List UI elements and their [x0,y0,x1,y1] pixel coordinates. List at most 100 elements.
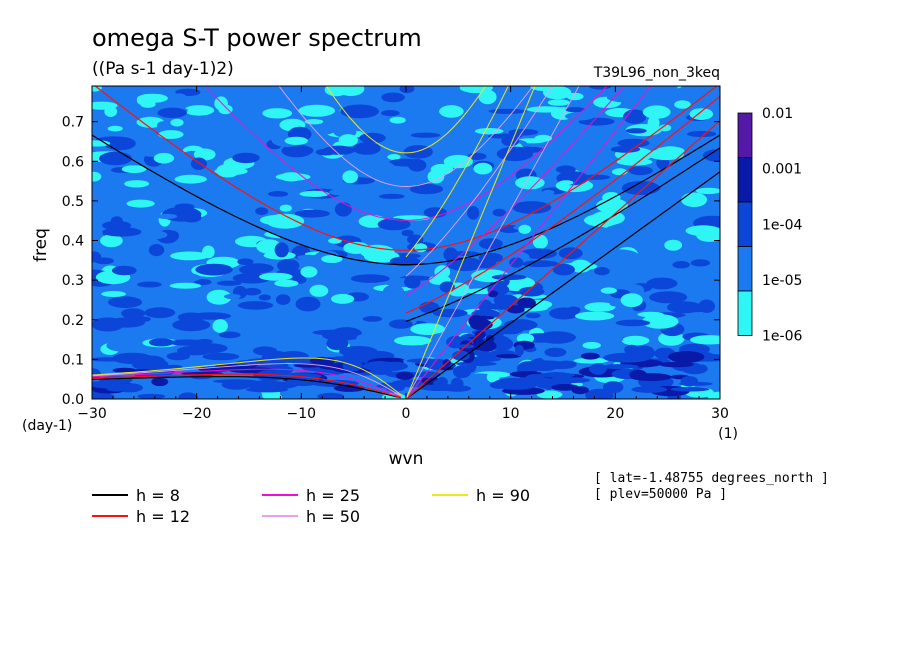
field-blotch [602,381,624,394]
field-blotch [409,183,444,195]
field-blotch [255,207,269,216]
y-tick-label: 0.6 [62,154,84,170]
field-blotch [573,357,609,364]
chart-subtitle: ((Pa s-1 day-1)2) [92,59,234,79]
field-blotch [309,200,344,208]
field-blotch [309,356,336,365]
field-blotch [532,234,548,249]
field-blotch [621,335,650,346]
field-blotch [274,279,299,287]
field-blotch [342,170,359,184]
field-blotch [156,213,178,220]
field-blotch [602,230,619,239]
field-blotch [702,149,720,162]
field-blotch [157,107,187,119]
field-blotch [167,294,181,309]
field-blotch [487,290,499,298]
field-blotch [492,208,506,217]
field-blotch [471,259,497,269]
field-blotch [552,263,575,276]
field-blotch [514,344,525,357]
field-blotch [616,392,650,399]
field-blotch [256,96,288,107]
field-blotch [495,354,521,359]
field-blotch [565,112,595,121]
field-blotch [556,360,577,369]
field-blotch [436,377,448,387]
lat-note: [ lat=-1.48755 degrees_north ] [594,471,829,486]
field-blotch [107,125,123,132]
field-blotch [334,202,352,217]
colorbar-label: 1e-06 [762,329,802,345]
field-blotch [547,99,570,106]
field-blotch [148,338,174,347]
field-blotch [610,145,641,153]
field-blotch [537,372,576,378]
field-blotch [389,256,421,267]
legend-label-h50: h = 50 [306,507,360,526]
field-blotch [102,227,142,237]
field-blotch [401,229,414,237]
field-blotch [446,137,479,145]
field-blotch [92,101,118,110]
field-blotch [606,92,644,103]
field-blotch [615,319,651,327]
field-blotch [366,364,400,369]
field-blotch [395,371,414,380]
x-axis: −30 −20 −10 0 10 20 30 [77,86,729,422]
field-blotch [387,154,401,160]
field-blotch [350,274,390,283]
field-blotch [658,86,678,95]
field-blotch [202,352,240,361]
field-blotch [356,333,380,343]
field-blotch [641,314,679,329]
field-blotch [111,265,137,276]
field-blotch [517,297,536,309]
field-blotch [536,390,563,399]
field-blotch [124,180,150,188]
field-blotch [646,277,678,290]
field-blotch [148,244,165,257]
field-blotch [427,169,445,184]
field-blotch [490,337,514,351]
field-blotch [442,385,472,392]
field-blotch [101,291,126,297]
curve-mrg-h50 [405,86,553,277]
field-blotch [525,374,543,383]
field-blotch [92,171,102,182]
field-blotch [134,316,151,322]
field-blotch [237,258,254,266]
field-blotch [137,281,162,288]
field-blotch [410,132,441,138]
field-blotch [389,116,406,124]
field-blotch [338,134,358,147]
curve-rossby-h12 [92,373,401,399]
field-blotch [512,201,552,214]
field-blotch [670,386,710,392]
field-blotch [169,282,202,289]
curve-kelvin-h50 [405,86,580,399]
x-tick-label: −20 [182,406,212,422]
y-axis-label: freq [31,228,51,262]
y-tick-label: 0.7 [62,115,84,131]
field-blotch [232,152,260,164]
field-blotch [690,335,720,345]
curve-mrg-h25 [405,86,625,297]
field-blotch [321,255,343,263]
field-blotch [443,247,459,262]
field-blotch [666,301,702,314]
field-blotch [554,295,572,303]
field-blotch [377,218,411,231]
field-blotch [681,192,708,208]
field-blotch [266,213,305,229]
field-blotch [216,163,240,178]
field-blotch [100,234,123,248]
colorbar-label: 1e-05 [762,273,802,289]
field-blotch [328,237,342,244]
field-blotch [489,381,509,389]
field-blotch [359,119,372,134]
field-blotch [110,216,123,226]
field-blotch [216,280,242,286]
field-blotch [659,361,694,368]
field-blotch [508,128,539,136]
